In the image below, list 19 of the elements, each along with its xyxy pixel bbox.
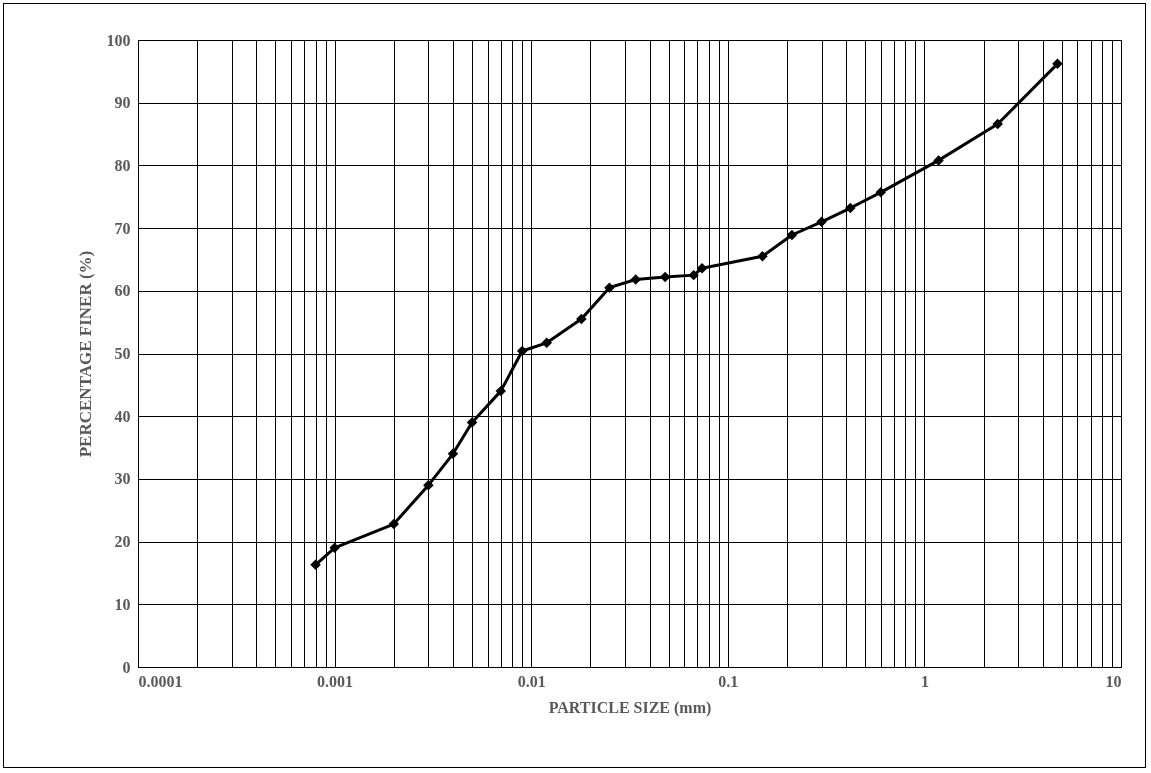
y-tick-label: 40	[114, 407, 131, 425]
y-tick-label: 10	[114, 595, 131, 613]
x-tick-label: 0.001	[317, 672, 354, 690]
x-tick-label: 0.1	[718, 672, 739, 690]
x-tick-label: 0.01	[517, 672, 546, 690]
y-tick-label: 70	[114, 219, 131, 237]
y-tick-label: 90	[114, 94, 131, 112]
y-axis-title: PERCENTAGE FINER (%)	[75, 250, 95, 458]
x-tick-label: 10	[1105, 672, 1122, 690]
x-axis-title: PARTICLE SIZE (mm)	[548, 698, 712, 717]
y-tick-label: 60	[114, 282, 131, 300]
y-tick-label: 50	[114, 345, 131, 362]
x-tick-label: 0.0001	[138, 672, 183, 690]
y-tick-label: 30	[114, 470, 131, 488]
x-tick-label: 1	[920, 672, 929, 690]
y-tick-label: 100	[106, 31, 131, 49]
y-tick-label: 20	[114, 533, 131, 551]
y-tick-label: 0	[122, 658, 131, 676]
y-tick-label: 80	[114, 156, 131, 174]
